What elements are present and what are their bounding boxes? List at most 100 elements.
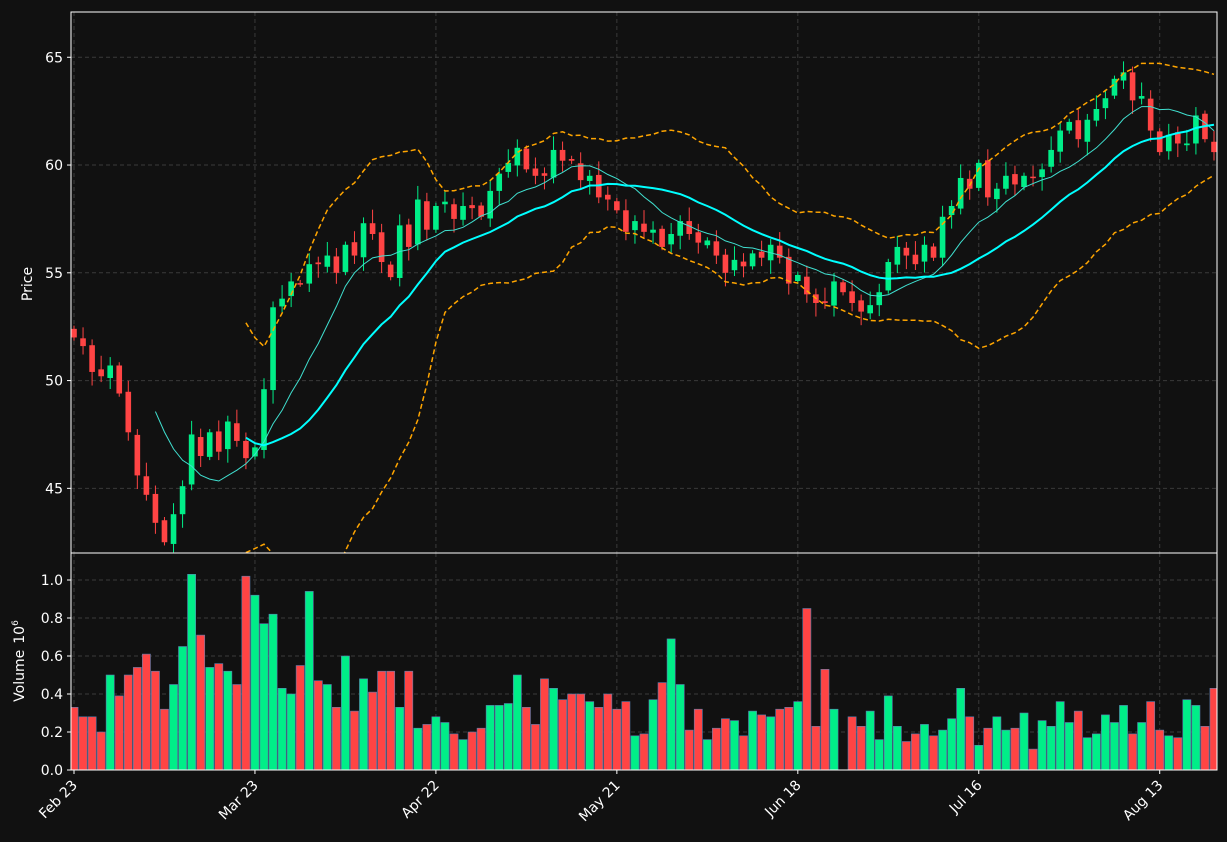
volume-tick-label: 0.8 bbox=[41, 611, 63, 627]
price-gridlines bbox=[71, 12, 1217, 553]
volume-bar bbox=[929, 735, 938, 770]
price-y-axis: 45 50 55 60 65 bbox=[45, 50, 71, 497]
candle-body bbox=[822, 301, 828, 303]
candle-body bbox=[98, 369, 104, 377]
candle-body bbox=[695, 232, 702, 243]
volume-bar bbox=[603, 693, 613, 770]
volume-bar bbox=[268, 613, 278, 770]
price-panel-background bbox=[71, 12, 1217, 553]
volume-bar bbox=[512, 674, 522, 770]
volume-bar bbox=[938, 729, 947, 770]
candle-body bbox=[270, 307, 276, 391]
candle-body bbox=[405, 224, 412, 247]
volume-bar bbox=[1110, 722, 1119, 770]
price-tick-label: 45 bbox=[45, 481, 63, 497]
volume-bar bbox=[675, 684, 685, 770]
volume-axis-label-text: Volume bbox=[12, 650, 28, 702]
candle-body bbox=[903, 247, 910, 256]
candle-body bbox=[1211, 141, 1217, 153]
candle-body bbox=[632, 221, 638, 231]
candle-body bbox=[478, 205, 484, 217]
volume-bar bbox=[693, 708, 703, 770]
candle-body bbox=[858, 300, 864, 312]
volume-bar bbox=[1191, 705, 1201, 770]
candle-body bbox=[197, 437, 204, 457]
candle-body bbox=[360, 223, 367, 258]
candle-body bbox=[948, 205, 955, 216]
candle-body bbox=[279, 298, 285, 307]
volume-bar bbox=[467, 731, 477, 770]
volume-bar bbox=[332, 706, 341, 770]
volume-bar bbox=[1128, 733, 1137, 770]
volume-axis-label: Volume 106 bbox=[11, 620, 28, 702]
volume-bar bbox=[992, 716, 1002, 770]
candle-body bbox=[324, 255, 331, 267]
volume-bar bbox=[313, 680, 323, 770]
volume-bar bbox=[630, 735, 640, 770]
candle-body bbox=[469, 205, 475, 209]
candle-body bbox=[134, 434, 141, 476]
candle-body bbox=[785, 256, 792, 284]
candle-body bbox=[288, 281, 294, 297]
volume-bar bbox=[721, 718, 730, 770]
volume-bar bbox=[377, 670, 386, 770]
volume-bar bbox=[350, 710, 359, 770]
candle-body bbox=[939, 216, 946, 258]
upper-band-line bbox=[245, 62, 1215, 348]
candle-body bbox=[758, 251, 765, 258]
candle-body bbox=[315, 262, 322, 265]
candle-body bbox=[387, 264, 394, 278]
volume-bar bbox=[567, 693, 576, 770]
candle-body bbox=[831, 281, 837, 306]
volume-bar bbox=[1155, 729, 1165, 770]
volume-bar bbox=[169, 684, 178, 770]
price-overlays bbox=[154, 62, 1215, 553]
volume-bar bbox=[856, 725, 866, 770]
candle-body bbox=[514, 147, 521, 166]
price-tick-label: 60 bbox=[45, 158, 63, 174]
candle-body bbox=[333, 256, 340, 273]
volume-bar bbox=[902, 741, 911, 770]
volume-bar bbox=[1101, 714, 1110, 770]
candle-body bbox=[116, 365, 123, 394]
candle-body bbox=[170, 514, 177, 544]
candle-body bbox=[261, 389, 267, 450]
volume-bar bbox=[1164, 735, 1174, 770]
volume-bar bbox=[214, 663, 224, 770]
volume-bar bbox=[811, 725, 821, 770]
volume-bar bbox=[1146, 701, 1156, 770]
volume-bar bbox=[431, 716, 441, 770]
candle-body bbox=[80, 338, 86, 347]
candle-body bbox=[460, 205, 466, 220]
volume-bar bbox=[1137, 722, 1146, 770]
volume-bar bbox=[522, 706, 531, 770]
volume-bar bbox=[657, 682, 667, 770]
candle-body bbox=[523, 148, 530, 170]
volume-bar bbox=[295, 665, 305, 770]
candle-body bbox=[188, 434, 195, 485]
candle-body bbox=[424, 201, 430, 230]
volume-bar bbox=[911, 733, 920, 770]
volume-bar bbox=[142, 653, 151, 770]
candlesticks bbox=[71, 61, 1217, 553]
volume-bar bbox=[621, 701, 631, 770]
candle-body bbox=[1039, 169, 1045, 178]
volume-bar bbox=[892, 725, 902, 770]
volume-bar bbox=[784, 706, 794, 770]
candle-body bbox=[415, 199, 421, 245]
candle-body bbox=[1184, 143, 1190, 146]
volume-bar bbox=[341, 655, 350, 770]
volume-tick-label: 0.2 bbox=[41, 725, 63, 741]
volume-bar bbox=[712, 727, 721, 770]
candle-body bbox=[143, 476, 150, 495]
volume-bar bbox=[540, 678, 549, 770]
candle-body bbox=[541, 173, 548, 176]
candle-body bbox=[306, 264, 313, 284]
volume-bar bbox=[368, 691, 377, 770]
volume-bar bbox=[395, 706, 405, 770]
candle-body bbox=[1048, 149, 1054, 167]
candle-body bbox=[71, 328, 77, 338]
candle-body bbox=[668, 234, 674, 245]
candle-body bbox=[1030, 176, 1036, 179]
